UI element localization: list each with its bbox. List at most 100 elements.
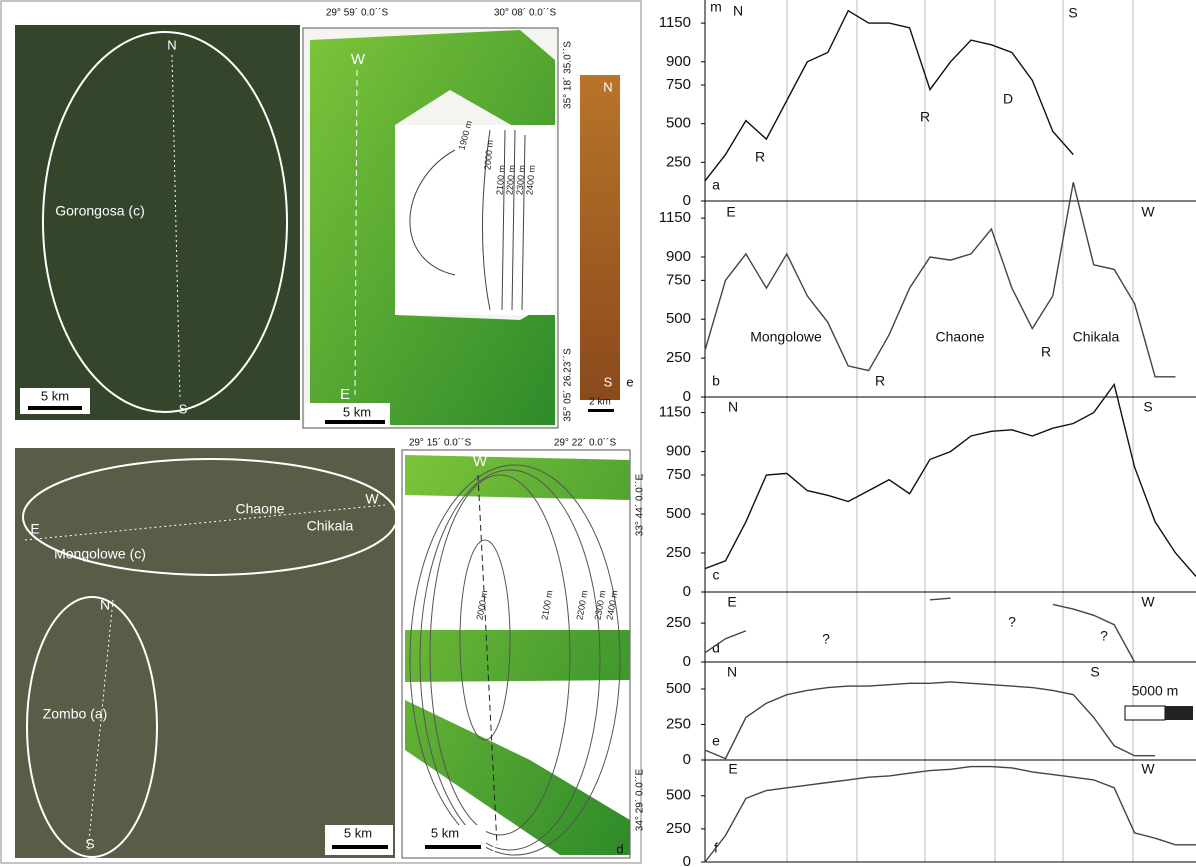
y-tick-label: 500 xyxy=(666,505,691,522)
annotation: ? xyxy=(1008,614,1016,630)
label: S xyxy=(85,836,94,852)
annotation: S xyxy=(1068,5,1077,21)
label: W xyxy=(365,491,379,507)
annotation: ? xyxy=(1100,628,1108,644)
y-tick-label: 250 xyxy=(666,544,691,561)
scale-label: 2 km xyxy=(589,397,611,408)
profile-line xyxy=(705,385,1196,577)
annotation: R xyxy=(1041,344,1051,360)
label: E xyxy=(492,843,502,860)
y-tick-label: 1150 xyxy=(659,14,691,31)
scale-bar xyxy=(588,409,614,412)
coord-label: 34° 29´ 0.0´´E xyxy=(634,768,646,831)
annotation: E xyxy=(726,204,735,220)
y-tick-label: 0 xyxy=(683,583,691,600)
annotation: E xyxy=(728,761,737,777)
annotation: Chikala xyxy=(1073,329,1120,345)
y-tick-label: 0 xyxy=(683,751,691,768)
annotation: W xyxy=(1141,594,1155,610)
scale-label: 5 km xyxy=(41,388,69,403)
figure: N S Gorongosa (c) 5 km 29° 59´ 0.0´´S 30… xyxy=(0,0,1196,867)
y-tick-label: 250 xyxy=(666,820,691,837)
y-tick-label: 500 xyxy=(666,310,691,327)
label: S xyxy=(604,374,613,389)
y-tick-label: 250 xyxy=(666,715,691,732)
dem-gap xyxy=(395,125,555,315)
annotation: c xyxy=(713,567,720,583)
coord-label: 35° 05´ 26.23´´S xyxy=(562,348,574,422)
scale-bar xyxy=(1165,706,1193,720)
label: W xyxy=(351,51,366,68)
y-tick-label: 500 xyxy=(666,115,691,132)
label: Mongolowe (c) xyxy=(54,546,146,562)
satellite-image xyxy=(15,448,395,858)
scale-bar xyxy=(1125,706,1165,720)
y-tick-label: 500 xyxy=(666,787,691,804)
y-tick-label: 0 xyxy=(683,192,691,209)
y-tick-label: 250 xyxy=(666,349,691,366)
annotation: N xyxy=(728,399,738,415)
y-tick-label: 750 xyxy=(666,271,691,288)
y-tick-label: 0 xyxy=(683,853,691,867)
annotation: R xyxy=(920,109,930,125)
label: E xyxy=(340,386,350,403)
annotation: S xyxy=(1143,399,1152,415)
dem-strip xyxy=(580,75,620,400)
profile-line xyxy=(705,767,1196,862)
panel-label: d xyxy=(616,841,623,856)
annotation: e xyxy=(712,733,720,749)
scale-bar xyxy=(325,420,385,424)
annotation: ? xyxy=(822,631,830,647)
label: Gorongosa (c) xyxy=(55,203,144,219)
profile-line xyxy=(705,682,1155,759)
label: N xyxy=(603,79,612,94)
annotation: Mongolowe xyxy=(750,329,822,345)
y-tick-label: 1150 xyxy=(659,209,691,226)
label: N xyxy=(167,37,176,52)
satellite-image xyxy=(15,25,300,420)
label: E xyxy=(30,521,39,537)
scale-bar xyxy=(332,845,388,849)
annotation: m xyxy=(710,0,722,15)
coord-label: 35° 18´ 35.0´´S xyxy=(562,41,574,109)
y-tick-label: 750 xyxy=(666,466,691,483)
annotation: D xyxy=(1003,91,1013,107)
profile-line xyxy=(705,182,1176,376)
label: Zombo (a) xyxy=(43,706,108,722)
annotation: Chaone xyxy=(935,329,984,345)
annotation: R xyxy=(755,149,765,165)
y-tick-label: 750 xyxy=(666,76,691,93)
coord-label: 29° 22´ 0.0´´S xyxy=(554,437,617,449)
scale-bar xyxy=(28,406,82,410)
panel-label: e xyxy=(626,374,633,389)
annotation: S xyxy=(1090,664,1099,680)
page: N S Gorongosa (c) 5 km 29° 59´ 0.0´´S 30… xyxy=(0,0,1196,867)
label: Chaone xyxy=(235,501,284,517)
y-tick-label: 900 xyxy=(666,443,691,460)
y-tick-label: 0 xyxy=(683,388,691,405)
annotation: R xyxy=(875,373,885,389)
y-tick-label: 0 xyxy=(683,653,691,670)
scale-bar xyxy=(425,845,481,849)
label: S xyxy=(179,401,188,416)
y-tick-label: 1150 xyxy=(659,404,691,421)
annotation: a xyxy=(712,177,720,193)
coord-label: 30° 08´ 0.0´´S xyxy=(494,7,557,19)
profile-line xyxy=(705,598,1135,662)
annotation: N xyxy=(733,3,743,19)
annotation: b xyxy=(712,373,720,389)
scale-label: 5 km xyxy=(343,404,371,419)
annotation: N xyxy=(727,664,737,680)
label: Chikala xyxy=(307,518,354,534)
label: N xyxy=(100,597,110,613)
annotation: E xyxy=(727,594,736,610)
profile-grid xyxy=(787,0,1133,862)
y-tick-label: 900 xyxy=(666,248,691,265)
label: W xyxy=(473,453,488,470)
annotation: 5000 m xyxy=(1132,683,1179,699)
scale-label: 5 km xyxy=(431,825,459,840)
y-tick-label: 900 xyxy=(666,53,691,70)
coord-label: 29° 15´ 0.0´´S xyxy=(409,437,472,449)
y-tick-label: 250 xyxy=(666,614,691,631)
y-tick-label: 250 xyxy=(666,153,691,170)
